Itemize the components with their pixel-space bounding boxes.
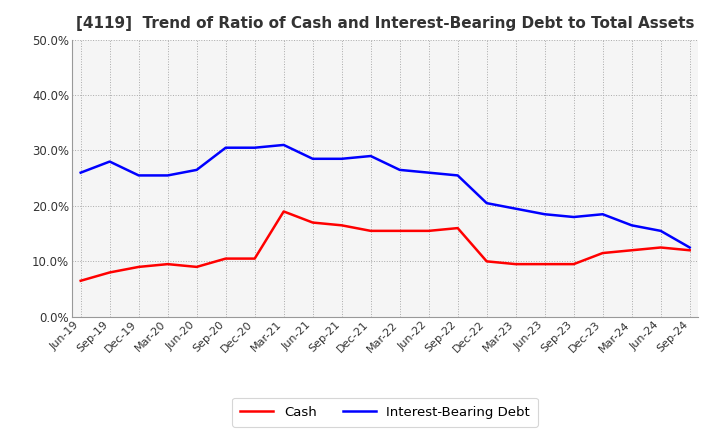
Cash xyxy=(541,261,549,267)
Cash xyxy=(135,264,143,270)
Title: [4119]  Trend of Ratio of Cash and Interest-Bearing Debt to Total Assets: [4119] Trend of Ratio of Cash and Intere… xyxy=(76,16,695,32)
Cash xyxy=(657,245,665,250)
Cash xyxy=(482,259,491,264)
Cash xyxy=(395,228,404,234)
Interest-Bearing Debt xyxy=(163,173,172,178)
Interest-Bearing Debt xyxy=(424,170,433,175)
Interest-Bearing Debt xyxy=(76,170,85,175)
Interest-Bearing Debt xyxy=(221,145,230,150)
Interest-Bearing Debt xyxy=(482,201,491,206)
Cash xyxy=(251,256,259,261)
Cash xyxy=(76,278,85,283)
Cash xyxy=(338,223,346,228)
Interest-Bearing Debt xyxy=(454,173,462,178)
Cash xyxy=(424,228,433,234)
Cash xyxy=(279,209,288,214)
Line: Interest-Bearing Debt: Interest-Bearing Debt xyxy=(81,145,690,247)
Interest-Bearing Debt xyxy=(192,167,201,172)
Cash xyxy=(105,270,114,275)
Interest-Bearing Debt xyxy=(279,142,288,147)
Interest-Bearing Debt xyxy=(395,167,404,172)
Cash xyxy=(454,225,462,231)
Interest-Bearing Debt xyxy=(627,223,636,228)
Cash xyxy=(308,220,317,225)
Interest-Bearing Debt xyxy=(251,145,259,150)
Interest-Bearing Debt xyxy=(135,173,143,178)
Interest-Bearing Debt xyxy=(657,228,665,234)
Cash xyxy=(598,250,607,256)
Interest-Bearing Debt xyxy=(338,156,346,161)
Legend: Cash, Interest-Bearing Debt: Cash, Interest-Bearing Debt xyxy=(233,398,538,427)
Interest-Bearing Debt xyxy=(105,159,114,164)
Interest-Bearing Debt xyxy=(570,214,578,220)
Interest-Bearing Debt xyxy=(511,206,520,211)
Interest-Bearing Debt xyxy=(598,212,607,217)
Interest-Bearing Debt xyxy=(685,245,694,250)
Cash xyxy=(570,261,578,267)
Interest-Bearing Debt xyxy=(308,156,317,161)
Cash xyxy=(163,261,172,267)
Interest-Bearing Debt xyxy=(366,154,375,159)
Cash xyxy=(366,228,375,234)
Cash xyxy=(627,248,636,253)
Cash xyxy=(221,256,230,261)
Interest-Bearing Debt xyxy=(541,212,549,217)
Cash xyxy=(685,248,694,253)
Cash xyxy=(192,264,201,270)
Cash xyxy=(511,261,520,267)
Line: Cash: Cash xyxy=(81,212,690,281)
